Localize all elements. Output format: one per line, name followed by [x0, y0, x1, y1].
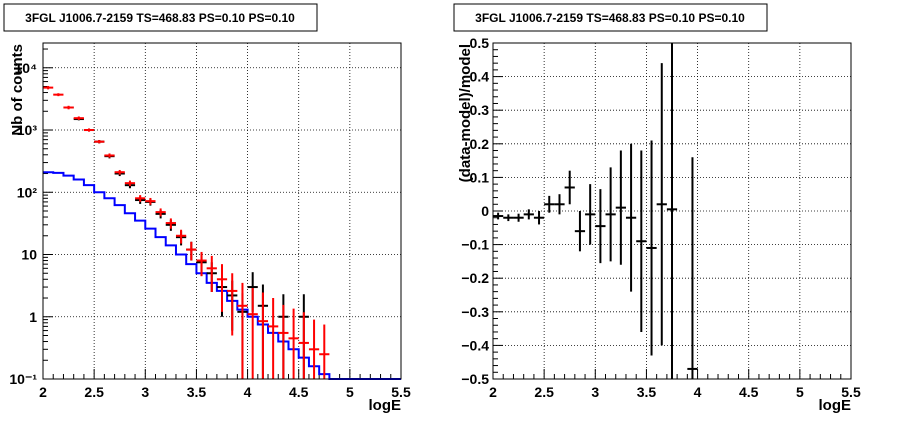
x-tick-label: 3.5 — [637, 384, 657, 400]
y-tick-label: 0.1 — [470, 169, 490, 185]
x-tick-label: 5 — [346, 384, 354, 400]
plot-border — [42, 42, 402, 380]
y-tick-label: −0.1 — [461, 237, 489, 253]
y-tick-label: −0.5 — [461, 371, 489, 387]
x-tick-label: 4.5 — [739, 384, 759, 400]
x-tick-label: 3 — [141, 384, 149, 400]
y-tick-label: −0.3 — [461, 304, 489, 320]
y-tick-label: 10 — [21, 247, 37, 263]
y-tick-label: 0 — [481, 203, 489, 219]
y-axis-title: (data-model)/model — [457, 44, 474, 182]
y-tick-label: 1 — [29, 309, 37, 325]
y-tick-label: 10³ — [17, 122, 38, 138]
chart-title: 3FGL J1006.7-2159 TS=468.83 PS=0.10 PS=0… — [25, 11, 295, 25]
y-tick-label: −0.4 — [461, 337, 489, 353]
title-box — [3, 3, 318, 32]
y-tick-label: 0.4 — [470, 69, 490, 85]
x-tick-label: 3.5 — [187, 384, 207, 400]
x-tick-label: 3 — [591, 384, 599, 400]
x-tick-label: 2.5 — [84, 384, 104, 400]
y-tick-label: −0.2 — [461, 270, 489, 286]
x-tick-label: 4.5 — [289, 384, 309, 400]
x-tick-label: 5 — [796, 384, 804, 400]
y-tick-label: 0.3 — [470, 102, 490, 118]
y-tick-label: 10⁻¹ — [9, 371, 37, 387]
y-tick-label: 10² — [17, 184, 38, 200]
x-tick-label: 5.5 — [841, 384, 861, 400]
y-tick-label: 0.5 — [470, 35, 490, 51]
y-tick-label: 0.2 — [470, 136, 490, 152]
y-tick-label: 10⁴ — [15, 60, 38, 76]
x-axis-title: logE — [369, 397, 402, 414]
chart-title: 3FGL J1006.7-2159 TS=468.83 PS=0.10 PS=0… — [475, 11, 745, 25]
plot-frame — [42, 42, 402, 380]
x-tick-label: 4 — [694, 384, 702, 400]
counts-panel: 2 2.5 3 3.5 4 4.5 5 5.5 10⁻¹ 1 10 10² 10³ 10⁴ 3FGL J10… — [3, 3, 411, 414]
x-axis-title: logE — [819, 397, 852, 414]
x-tick-label: 4 — [244, 384, 252, 400]
x-tick-label: 2 — [39, 384, 47, 400]
x-tick-label: 2 — [489, 384, 497, 400]
title-box — [453, 3, 768, 32]
plot-border — [492, 42, 852, 380]
x-tick-label: 5.5 — [391, 384, 411, 400]
x-tick-label: 2.5 — [534, 384, 554, 400]
residuals-panel: 2 2.5 3 3.5 4 4.5 5 5.5 −0.5 −0.4 −0.3 −0.2 −0.1 0 0.1… — [453, 3, 861, 414]
y-axis-title: Nb of counts — [9, 44, 26, 136]
